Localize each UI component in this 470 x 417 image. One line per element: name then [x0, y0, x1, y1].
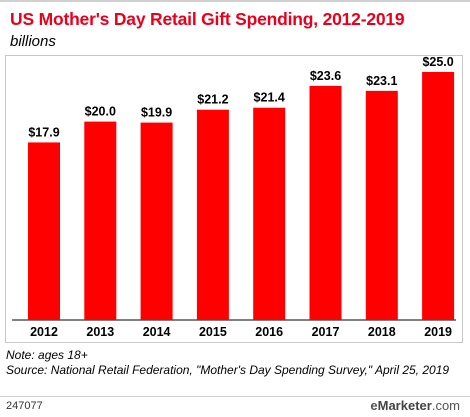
bar-2014 [140, 122, 173, 320]
brand-e: e [370, 398, 378, 413]
chart-notes: Note: ages 18+ Source: National Retail F… [6, 348, 461, 377]
chart-frame [5, 55, 463, 343]
x-tick-2012: 2012 [30, 325, 58, 339]
data-label-2014: $19.9 [141, 106, 172, 120]
data-label-2013: $20.0 [85, 105, 116, 119]
bar-2017 [309, 85, 342, 320]
chart-title: US Mother's Day Retail Gift Spending, 20… [10, 9, 405, 29]
bar-2019 [422, 72, 455, 320]
bar-2015 [196, 109, 229, 320]
bar-2016 [253, 107, 286, 320]
x-tick-2013: 2013 [86, 325, 114, 339]
bar-chart: $17.9 2012 $20.0 2013 $19.9 2014 $21.2 2015 $21.… [12, 55, 456, 339]
brand-name: Marketer [377, 398, 432, 413]
brand-suffix: .com [431, 398, 460, 413]
data-label-2015: $21.2 [197, 93, 228, 107]
data-label-2018: $23.1 [366, 74, 397, 88]
chart-id: 247077 [6, 400, 43, 412]
brand-logo[interactable]: eMarketer.com [370, 398, 460, 413]
x-tick-2015: 2015 [199, 325, 227, 339]
x-tick-2017: 2017 [312, 325, 340, 339]
x-tick-2016: 2016 [255, 325, 283, 339]
data-label-2016: $21.4 [254, 91, 285, 105]
bar-2013 [84, 121, 117, 320]
x-tick-2019: 2019 [424, 325, 452, 339]
x-tick-2018: 2018 [368, 325, 396, 339]
x-tick-2014: 2014 [143, 325, 171, 339]
bottom-rule [0, 396, 470, 397]
data-label-2019: $25.0 [422, 55, 453, 69]
data-label-2012: $17.9 [28, 125, 59, 139]
chart-subtitle: billions [10, 33, 56, 50]
bar-2018 [365, 90, 398, 321]
bar-2012 [28, 142, 60, 320]
source-text: Source: National Retail Federation, "Mot… [6, 362, 450, 377]
note-text: Note: ages 18+ [6, 348, 88, 362]
data-label-2017: $23.6 [310, 69, 341, 83]
top-rule [0, 0, 470, 2]
